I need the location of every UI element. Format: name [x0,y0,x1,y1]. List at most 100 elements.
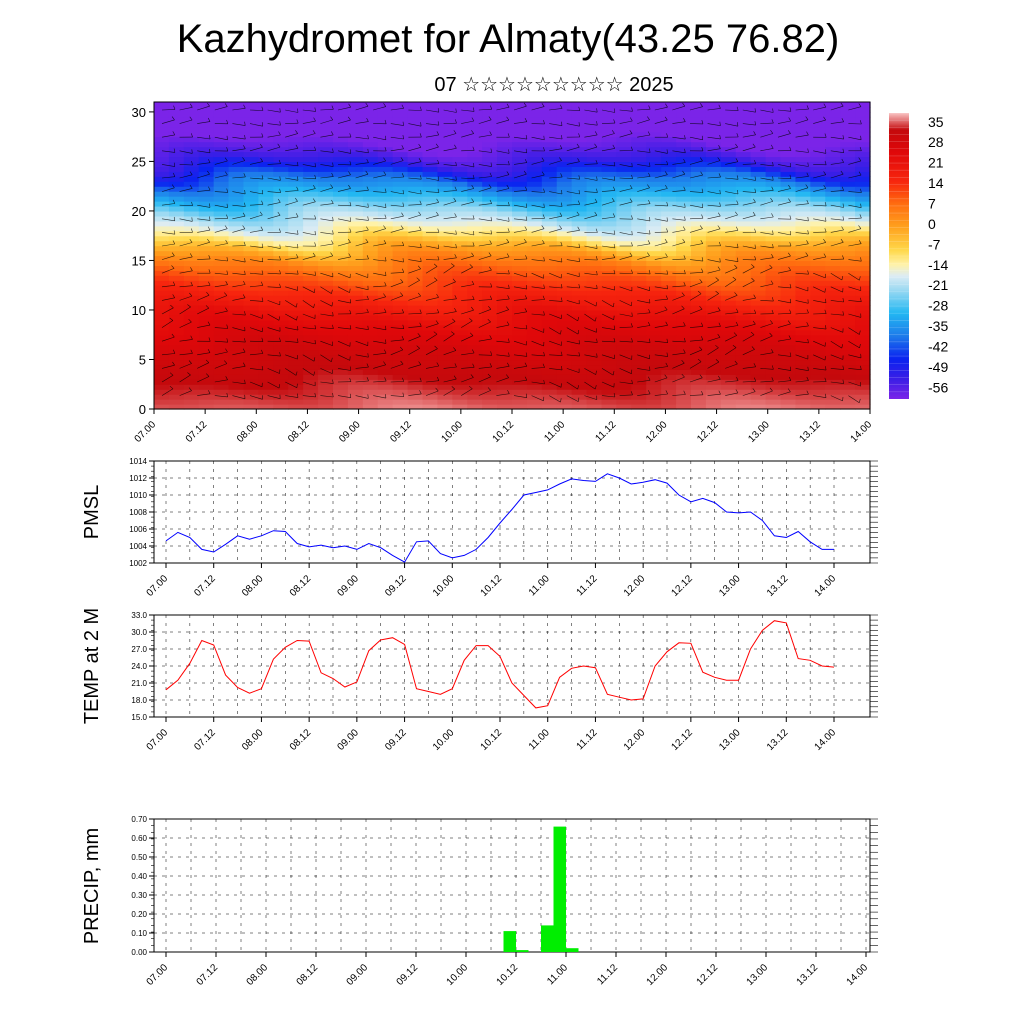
wind-barb [267,381,280,389]
temperature-cell [526,131,543,138]
temperature-cell [422,364,439,370]
wind-barb-flag [613,325,616,330]
cross-section-x-tick-label: 08.00 [235,419,261,445]
temperature-cell [765,161,782,167]
temperature-cell [273,156,289,163]
temperature-cell [765,314,782,321]
wind-barb [707,204,721,207]
wind-barb-flag [437,244,439,249]
temperature-cell [646,166,662,172]
temperature-cell [228,176,245,182]
wind-barb [513,136,527,140]
temperature-cell [735,295,752,301]
wind-barb-flag [665,295,668,300]
temperature-cell [750,319,767,326]
temperature-cell [571,349,588,356]
temperature-cell [198,354,215,361]
temperature-cell [183,295,200,301]
temperature-cell [452,314,468,321]
wind-barb-flag [437,228,440,233]
temperature-cell [631,334,647,341]
wind-barb-flag [312,198,316,202]
temperature-cell [273,196,289,202]
temperature-cell [691,176,707,182]
wind-barb-flag [384,308,387,313]
temperature-cell [586,181,603,187]
wind-barb-flag [172,361,175,366]
wind-barb-flag [594,198,598,203]
wind-barb-flag [506,253,510,258]
wind-barb [654,309,668,315]
temperature-cell [631,384,647,390]
wind-barb-flag [612,254,616,258]
temperature-cell [556,166,573,172]
wind-barb [742,177,756,181]
wind-barb [637,354,650,360]
temperature-cell [183,270,200,276]
temperature-cell [377,235,394,242]
temperature-cell [243,136,260,143]
temperature-cell [198,131,215,138]
temperature-cell [631,389,647,395]
temperature-cell [795,389,811,395]
temperature-cell [780,111,797,118]
temperature-cell [720,166,737,172]
wind-barb-flag [314,107,316,112]
temperature-cell [720,334,737,341]
temperature-cell [705,250,722,257]
temperature-cell [795,404,811,410]
temperature-cell [422,106,439,113]
temperature-cell [347,156,364,163]
wind-barb [197,285,211,288]
temperature-cell [437,225,453,232]
wind-barb-flag [471,306,474,311]
temperature-cell [243,146,260,153]
temperature-cell [691,196,707,202]
temperature-cell [720,265,737,271]
wind-barb [285,133,298,138]
temperature-cell [810,270,826,276]
wind-barb [461,120,474,124]
wind-barb [320,255,333,260]
temperature-cell [586,394,603,400]
wind-barb-flag [383,225,386,229]
wind-barb [742,391,756,396]
temperature-cell [676,146,692,153]
temperature-cell [243,235,260,242]
temperature-cell [377,245,394,252]
wind-barb [302,232,316,236]
wind-barb [425,297,439,301]
temperature-cell [258,111,274,118]
wind-barb [707,379,721,383]
wind-barb [795,150,809,153]
wind-barb-flag [489,295,493,300]
temperature-cell [407,334,424,341]
temperature-cell [482,240,498,247]
temperature-cell [795,156,811,163]
temperature-cell [437,156,453,163]
temperature-cell [333,324,349,331]
temperature-cell [601,250,618,257]
temperature-cell [631,191,647,197]
temperature-cell [407,191,424,197]
temperature-cell [392,275,409,281]
temperature-cell [183,324,200,331]
temperature-cell [407,404,424,410]
temperature-cell [556,136,573,143]
temperature-cell [168,161,185,167]
temperature-cell [750,305,767,311]
temperature-cell [407,389,424,395]
temperature-cell [168,225,185,232]
temperature-cell [765,240,782,247]
temperature-cell [213,126,230,133]
wind-barb [848,300,862,302]
temperature-cell [541,151,558,158]
temperature-cell [318,166,334,172]
temperature-cell [347,141,364,148]
temperature-cell [198,399,215,405]
wind-barb [161,364,175,369]
temperature-cell [482,339,498,346]
temperature-cell [377,285,394,291]
temperature-cell [825,324,841,331]
temperature-cell [407,240,424,247]
